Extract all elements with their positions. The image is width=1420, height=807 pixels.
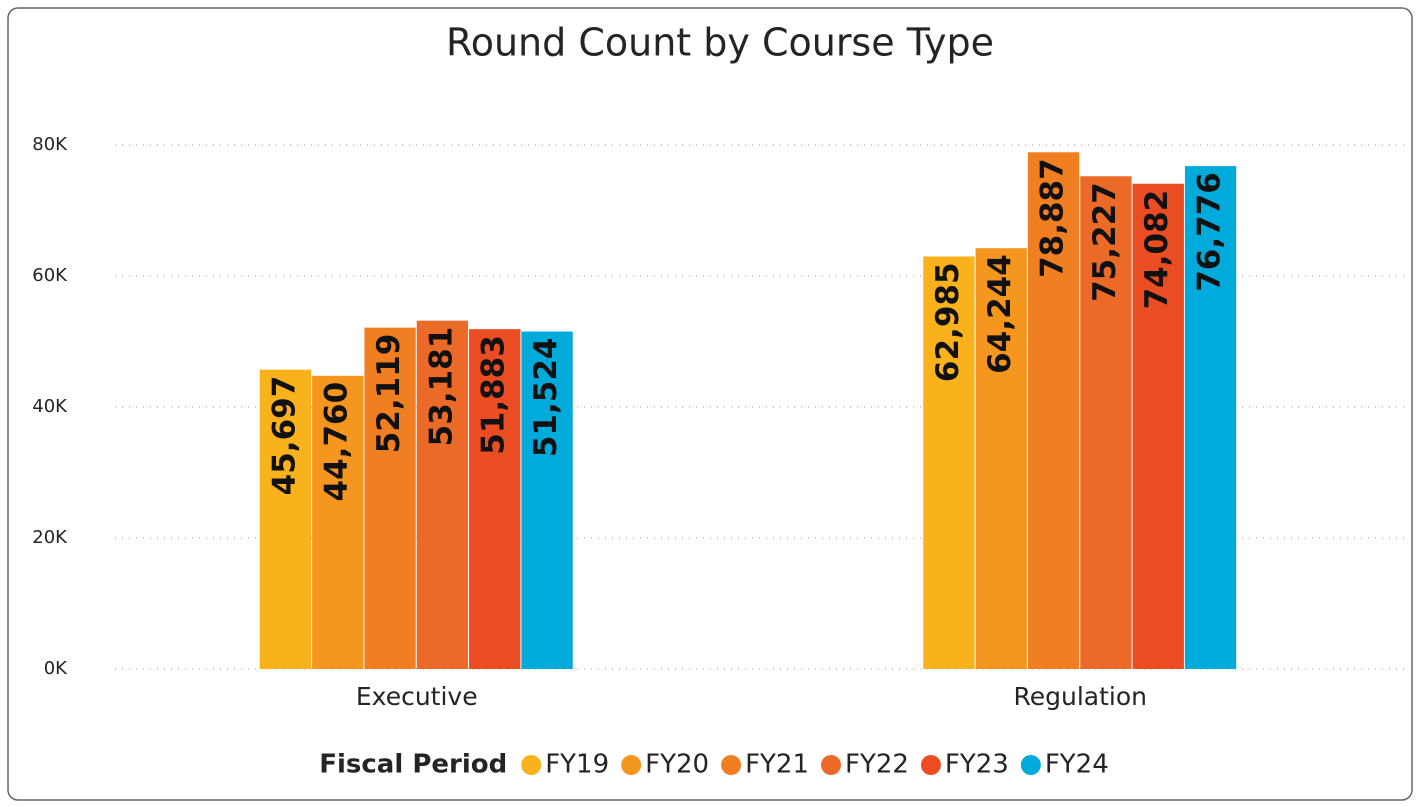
bar: [259, 369, 312, 669]
bar: [416, 320, 469, 669]
legend-title: Fiscal Period: [319, 750, 507, 780]
bar: [1132, 183, 1184, 670]
legend-label: FY22: [845, 750, 909, 780]
legend-marker: [721, 755, 742, 775]
legend-marker: [820, 755, 841, 775]
bar: [1027, 152, 1080, 669]
y-tick-label: 80K: [32, 134, 68, 155]
data-label: 44,760: [319, 382, 355, 502]
legend-label: FY23: [945, 750, 1009, 780]
x-tick-label: Executive: [356, 682, 478, 711]
data-label: 76,776: [1192, 172, 1228, 292]
legend-marker: [1020, 755, 1041, 775]
legend-label: FY19: [545, 750, 609, 780]
bar: [923, 256, 975, 669]
legend-label: FY24: [1045, 750, 1109, 780]
legend-label: FY21: [745, 750, 809, 780]
data-label: 78,887: [1035, 158, 1071, 278]
legend-marker: [521, 755, 542, 775]
legend-label: FY20: [645, 750, 709, 780]
data-label: 51,883: [476, 335, 512, 455]
y-tick-label: 20K: [32, 527, 68, 548]
data-label: 51,524: [528, 338, 564, 458]
bar: [521, 331, 573, 669]
bar: [1184, 166, 1237, 670]
data-label: 62,985: [930, 262, 966, 382]
y-tick-label: 40K: [32, 396, 68, 417]
y-tick-label: 0K: [44, 658, 68, 679]
data-label: 75,227: [1087, 182, 1123, 302]
bar: [312, 375, 364, 669]
chart-title: Round Count by Course Type: [446, 21, 994, 65]
data-label: 74,082: [1139, 190, 1175, 310]
data-label: 52,119: [371, 334, 407, 454]
x-tick-label: Regulation: [1014, 682, 1148, 711]
legend-marker: [920, 755, 941, 775]
legend-marker: [621, 755, 642, 775]
bar: [469, 329, 521, 669]
bar: [1080, 176, 1132, 669]
data-label: 64,244: [982, 254, 1018, 374]
bar: [975, 248, 1027, 670]
data-label: 53,181: [423, 327, 459, 447]
y-tick-label: 60K: [32, 265, 68, 286]
data-label: 45,697: [266, 376, 302, 496]
bar: [364, 327, 416, 669]
